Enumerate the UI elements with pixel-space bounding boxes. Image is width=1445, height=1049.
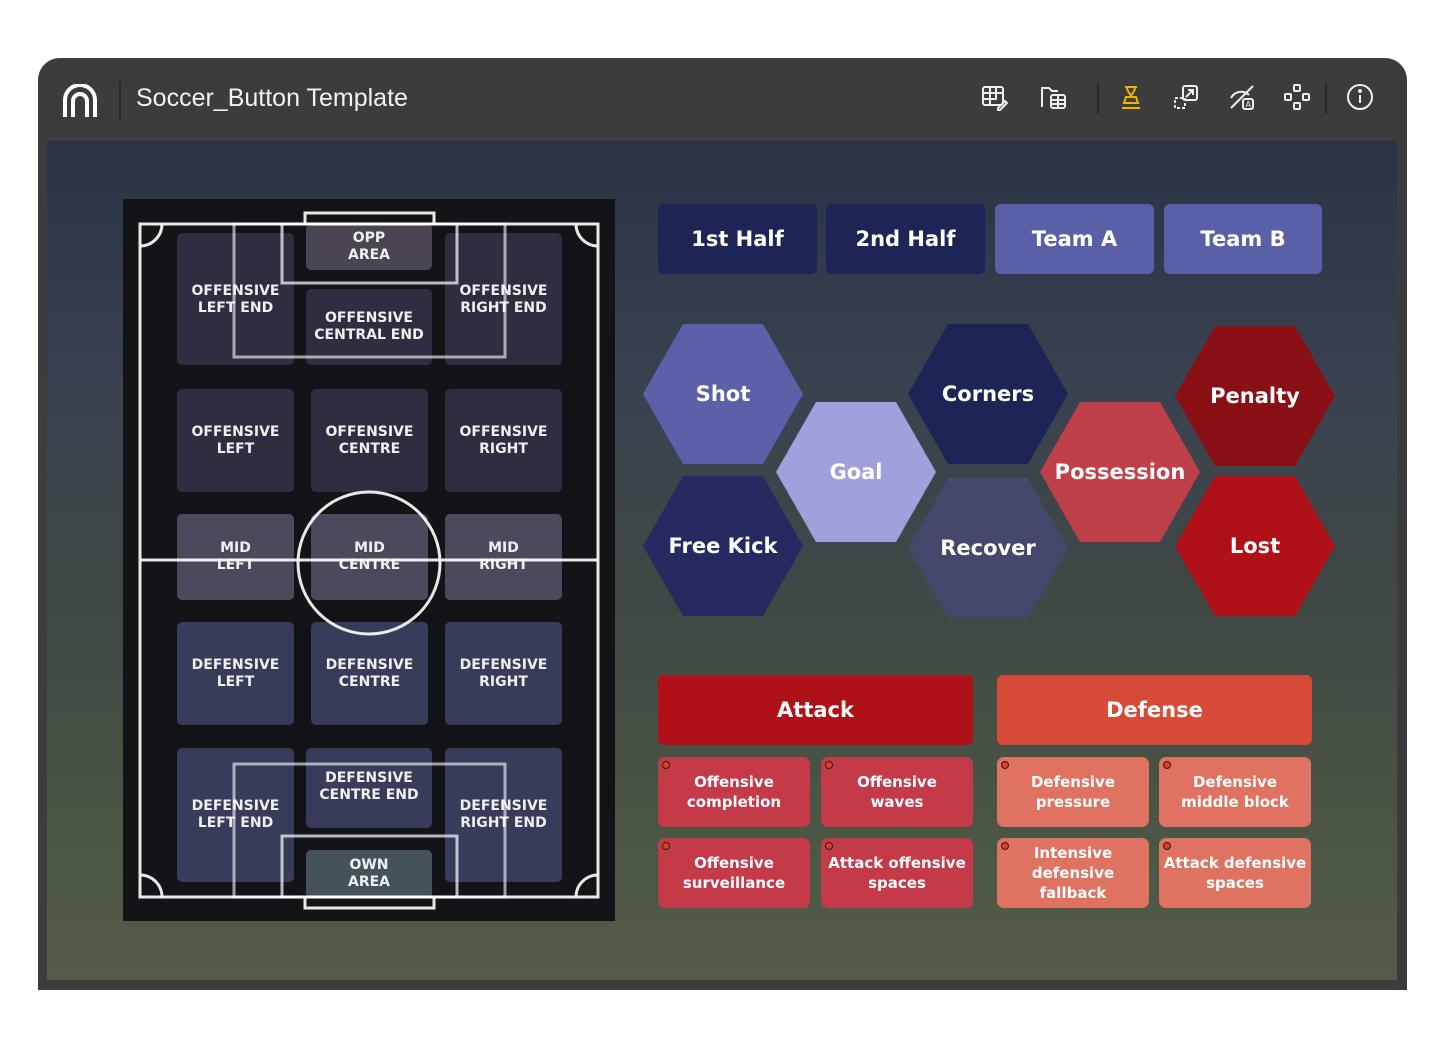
zone-own-area[interactable]: OWN AREA [306,850,432,898]
zone-offensive-right[interactable]: OFFENSIVE RIGHT [445,389,562,492]
zone-defensive-centre[interactable]: DEFENSIVE CENTRE [311,622,428,725]
filter-team-a-button[interactable]: Team A [995,204,1154,274]
zone-mid-left[interactable]: MID LEFT [177,514,294,600]
status-dot-icon [1163,842,1171,850]
defense-option-button[interactable]: Defensive pressure [997,757,1149,827]
option-label: Intensive defensive fallback [1031,844,1115,902]
filter-team-b-button[interactable]: Team B [1164,204,1322,274]
zone-offensive-centre[interactable]: OFFENSIVE CENTRE [311,389,428,492]
resize-icon[interactable] [1171,82,1201,112]
option-label: Offensive surveillance [682,854,786,892]
status-dot-icon [825,761,833,769]
app-logo-icon [63,84,97,117]
zone-defensive-left-end[interactable]: DEFENSIVE LEFT END [177,748,294,882]
zone-mid-centre[interactable]: MID CENTRE [311,514,428,600]
attack-option-button[interactable]: Offensive waves [821,757,973,827]
status-dot-icon [662,842,670,850]
attack-option-button[interactable]: Attack offensive spaces [821,838,973,908]
layout-nodes-icon[interactable] [1282,82,1312,112]
zone-defensive-centre-end[interactable]: DEFENSIVE CENTRE END [306,748,432,828]
defense-option-button[interactable]: Intensive defensive fallback [997,838,1149,908]
svg-text:A: A [1246,100,1252,109]
stamp-icon[interactable] [1116,82,1146,112]
divider [119,82,121,120]
option-label: Offensive completion [686,773,782,811]
attack-header-button[interactable]: Attack [658,675,973,745]
info-icon[interactable] [1345,82,1375,112]
zone-defensive-left[interactable]: DEFENSIVE LEFT [177,622,294,725]
attack-option-button[interactable]: Offensive surveillance [658,838,810,908]
table-edit-icon[interactable] [979,82,1009,112]
zone-offensive-right-end[interactable]: OFFENSIVE RIGHT END [445,233,562,365]
filter-1st-half-button[interactable]: 1st Half [658,204,817,274]
divider [1097,82,1099,114]
zone-mid-right[interactable]: MID RIGHT [445,514,562,600]
hide-label-icon[interactable]: A [1227,82,1257,112]
divider [1325,82,1327,114]
option-label: Attack defensive spaces [1163,854,1307,892]
zone-offensive-central-end[interactable]: OFFENSIVE CENTRAL END [306,289,432,365]
folder-table-icon[interactable] [1038,82,1068,112]
option-label: Defensive pressure [1030,773,1116,811]
attack-option-button[interactable]: Offensive completion [658,757,810,827]
defense-option-button[interactable]: Attack defensive spaces [1159,838,1311,908]
zone-opp-area[interactable]: OPP AREA [306,224,432,270]
window-title: Soccer_Button Template [136,84,408,112]
status-dot-icon [825,842,833,850]
defense-header-button[interactable]: Defense [997,675,1312,745]
defense-option-button[interactable]: Defensive middle block [1159,757,1311,827]
event-goal-button[interactable]: Goal [776,402,936,542]
option-label: Offensive waves [857,773,937,811]
event-free-kick-button[interactable]: Free Kick [643,476,803,616]
zone-defensive-right[interactable]: DEFENSIVE RIGHT [445,622,562,725]
status-dot-icon [1001,842,1009,850]
status-dot-icon [1163,761,1171,769]
option-label: Attack offensive spaces [828,854,966,892]
status-dot-icon [662,761,670,769]
option-label: Defensive middle block [1181,773,1289,811]
zone-offensive-left[interactable]: OFFENSIVE LEFT [177,389,294,492]
event-shot-button[interactable]: Shot [643,324,803,464]
status-dot-icon [1001,761,1009,769]
filter-2nd-half-button[interactable]: 2nd Half [826,204,985,274]
zone-offensive-left-end[interactable]: OFFENSIVE LEFT END [177,233,294,365]
zone-defensive-right-end[interactable]: DEFENSIVE RIGHT END [445,748,562,882]
